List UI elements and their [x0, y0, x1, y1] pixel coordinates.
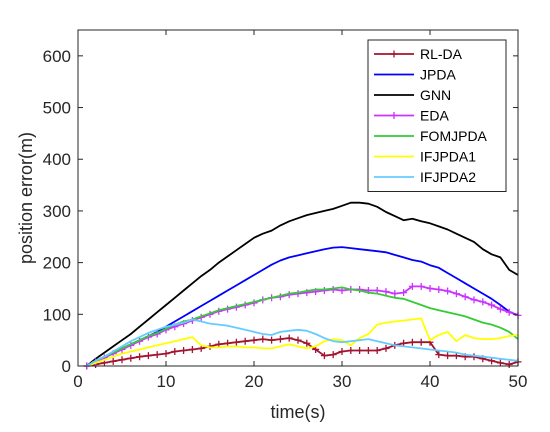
data-point-rl-da: [496, 359, 504, 367]
x-tick-label: 10: [157, 372, 176, 391]
y-tick-label: 600: [43, 47, 71, 66]
series-ifjpda1: [86, 317, 519, 367]
series-fomjpda: [86, 286, 519, 367]
axes-frame: [77, 29, 519, 367]
data-point-eda: [408, 282, 416, 290]
data-point-eda: [400, 289, 408, 297]
data-point-rl-da: [118, 356, 126, 364]
data-point-eda: [505, 308, 513, 316]
data-point-rl-da: [408, 338, 416, 346]
y-tick-label: 400: [43, 150, 71, 169]
data-point-eda: [479, 298, 487, 306]
x-tick-label: 50: [509, 372, 528, 391]
legend-label: FOMJPDA: [420, 128, 488, 144]
data-point-rl-da: [250, 336, 258, 344]
legend-entry-rl-da: RL-DA: [374, 46, 463, 62]
series-line-fomjpda: [86, 286, 519, 367]
data-point-rl-da: [109, 357, 117, 365]
legend-entry-ifjpda2: IFJPDA2: [374, 169, 476, 185]
data-point-rl-da: [417, 338, 425, 346]
y-tick-label: 100: [43, 305, 71, 324]
data-point-rl-da: [364, 346, 372, 354]
data-point-rl-da: [505, 360, 513, 368]
data-point-rl-da: [136, 353, 144, 361]
data-point-rl-da: [171, 348, 179, 356]
legend-label: IFJPDA1: [420, 149, 476, 165]
data-point-eda: [444, 287, 452, 295]
series-line-jpda: [86, 246, 519, 367]
data-point-rl-da: [259, 335, 267, 343]
data-point-eda: [470, 296, 478, 304]
data-point-eda: [320, 287, 328, 295]
data-point-rl-da: [356, 346, 364, 354]
y-tick-label: 500: [43, 99, 71, 118]
legend-marker: [390, 50, 398, 58]
series-ifjpda2: [86, 318, 519, 367]
data-point-eda: [435, 285, 443, 293]
series-line-ifjpda1: [86, 317, 519, 367]
legend-label: GNN: [420, 87, 451, 103]
series-gnn: [86, 201, 519, 367]
data-point-eda: [382, 288, 390, 296]
x-tick-label: 0: [73, 372, 82, 391]
data-point-rl-da: [444, 352, 452, 360]
data-point-rl-da: [285, 334, 293, 342]
data-point-rl-da: [320, 352, 328, 360]
y-tick-label: 200: [43, 254, 71, 273]
legend-label: IFJPDA2: [420, 169, 476, 185]
legend-label: EDA: [420, 108, 449, 124]
data-point-rl-da: [347, 346, 355, 354]
legend: RL-DA JPDA GNN EDA FOMJPDA IFJPDA1 IFJPDA2: [367, 39, 507, 192]
data-point-eda: [426, 284, 434, 292]
data-point-eda: [391, 290, 399, 298]
data-point-rl-da: [188, 345, 196, 353]
legend-entry-gnn: GNN: [374, 87, 451, 103]
x-axis-label: time(s): [271, 402, 326, 422]
y-tick-label: 300: [43, 202, 71, 221]
series-line-gnn: [86, 201, 519, 367]
data-point-eda: [461, 293, 469, 301]
data-point-eda: [496, 305, 504, 313]
data-point-rl-da: [241, 337, 249, 345]
y-tick-label: 0: [62, 357, 71, 376]
data-point-rl-da: [162, 350, 170, 358]
data-point-rl-da: [232, 338, 240, 346]
data-point-eda: [417, 282, 425, 290]
data-point-rl-da: [153, 351, 161, 359]
data-point-rl-da: [303, 339, 311, 347]
data-point-rl-da: [127, 354, 135, 362]
data-point-rl-da: [382, 344, 390, 352]
data-point-eda: [488, 301, 496, 309]
legend-entry-jpda: JPDA: [374, 67, 456, 83]
legend-entry-ifjpda1: IFJPDA1: [374, 149, 476, 165]
data-point-eda: [452, 290, 460, 298]
x-tick-label: 40: [421, 372, 440, 391]
data-point-rl-da: [435, 351, 443, 359]
legend-marker: [390, 112, 398, 119]
x-tick-label: 20: [245, 372, 264, 391]
data-point-rl-da: [268, 336, 276, 344]
y-axis-label: position error(m): [16, 132, 36, 264]
data-point-rl-da: [276, 335, 284, 343]
data-point-rl-da: [338, 348, 346, 356]
legend-entry-fomjpda: FOMJPDA: [374, 128, 488, 144]
data-point-rl-da: [180, 346, 188, 354]
data-point-rl-da: [329, 351, 337, 359]
series-layer: [83, 201, 522, 370]
legend-label: JPDA: [420, 67, 456, 83]
x-tick-label: 30: [333, 372, 352, 391]
data-point-rl-da: [294, 336, 302, 344]
series-line-ifjpda2: [86, 318, 519, 367]
legend-label: RL-DA: [420, 46, 463, 62]
data-point-rl-da: [373, 346, 381, 354]
data-point-rl-da: [144, 352, 152, 360]
legend-entry-eda: EDA: [374, 108, 449, 124]
series-jpda: [86, 246, 519, 367]
